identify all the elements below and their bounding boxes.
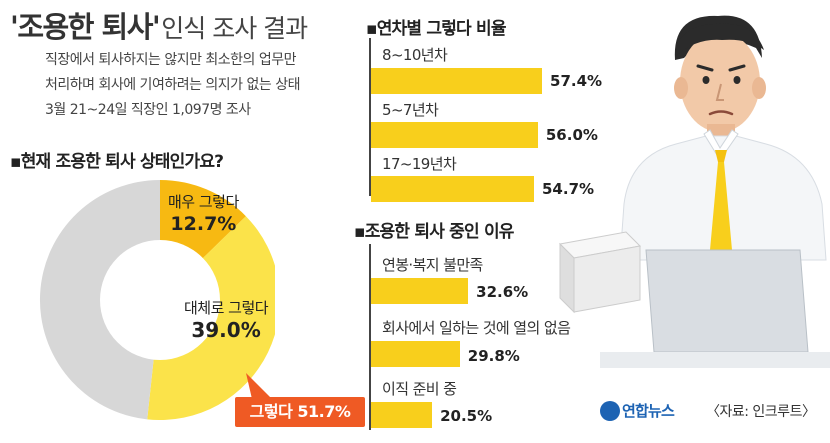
reason-category: 이직 준비 중 xyxy=(382,380,457,398)
pie-category: 대체로 그렇다 xyxy=(184,299,269,317)
pie-hole xyxy=(100,240,220,360)
reason-category: 연봉·복지 불만족 xyxy=(382,256,483,274)
chart-title: '조용한 퇴사'인식 조사 결과 xyxy=(10,4,308,46)
description-line-3: 3월 21~24일 직장인 1,097명 조사 xyxy=(45,102,251,118)
tenure-section-title: ▪연차별 그렇다 비율 xyxy=(366,19,506,39)
tenure-bar xyxy=(371,68,543,94)
tenure-bar-value: 56.0% xyxy=(545,126,598,144)
yonhap-logo: 연합뉴스 xyxy=(600,400,675,421)
title-main: '조용한 퇴사' xyxy=(10,10,161,44)
reason-axis-line xyxy=(369,244,371,430)
tenure-category: 8~10년차 xyxy=(382,46,448,64)
callout-pointer xyxy=(246,373,272,399)
logo-text: 연합뉴스 xyxy=(622,402,675,420)
pie-chart xyxy=(39,180,275,420)
reason-bar xyxy=(371,402,433,428)
office-worker-illustration xyxy=(558,15,830,368)
reason-bar-value: 20.5% xyxy=(440,407,493,425)
pie-callout: 그렇다 51.7% xyxy=(235,397,365,427)
pie-label-somewhat-yes: 대체로 그렇다 39.0% xyxy=(184,297,269,342)
yonhap-logo-icon xyxy=(600,400,620,421)
reason-bar-value: 32.6% xyxy=(476,283,529,301)
tenure-bar xyxy=(371,176,534,202)
pie-value: 12.7% xyxy=(170,213,237,235)
pie-label-very-yes: 매우 그렇다 12.7% xyxy=(168,191,239,235)
pie-category: 매우 그렇다 xyxy=(168,193,239,211)
reason-category: 회사에서 일하는 것에 열의 없음 xyxy=(382,319,571,337)
tenure-axis-line xyxy=(369,38,371,196)
tenure-bar-value: 57.4% xyxy=(550,72,603,90)
reason-section-title: ▪조용한 퇴사 중인 이유 xyxy=(354,222,514,242)
tenure-category: 17~19년차 xyxy=(382,155,457,173)
pie-value: 39.0% xyxy=(191,318,261,342)
tenure-bar-value: 54.7% xyxy=(542,180,595,198)
tenure-category: 5~7년차 xyxy=(382,101,439,119)
description: 직장에서 퇴사하지는 않지만 최소한의 업무만 처리하며 회사에 기여하려는 의… xyxy=(45,48,300,123)
pie-section-title: ▪현재 조용한 퇴사 상태인가요? xyxy=(10,152,224,172)
reason-bar-value: 29.8% xyxy=(467,347,520,365)
tenure-bar xyxy=(371,122,538,148)
description-line-2: 처리하며 회사에 기여하려는 의지가 없는 상태 xyxy=(45,77,300,93)
pie-slice-rest xyxy=(39,180,160,420)
title-sub: 인식 조사 결과 xyxy=(161,14,308,43)
source-text: 〈자료: 인크루트〉 xyxy=(706,404,816,420)
reason-bar xyxy=(371,278,469,304)
description-line-1: 직장에서 퇴사하지는 않지만 최소한의 업무만 xyxy=(45,52,297,68)
reason-bar xyxy=(371,341,460,367)
